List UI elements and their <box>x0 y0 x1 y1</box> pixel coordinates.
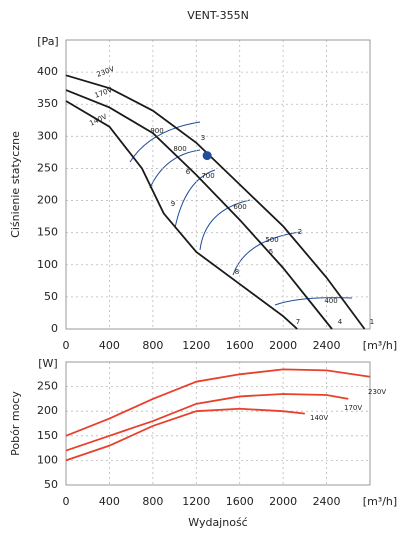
y-tick-label: 250 <box>37 161 58 174</box>
line <box>65 393 349 452</box>
speed-label: 700 <box>201 172 214 180</box>
point-label: 9 <box>171 200 175 208</box>
y-tick-label: 50 <box>44 478 58 491</box>
x-tick-label: 2400 <box>313 339 341 352</box>
series-label: 140V <box>310 414 328 422</box>
y-unit: [Pa] <box>37 35 58 48</box>
x-tick-label: 2000 <box>269 495 297 508</box>
series-label: 140V <box>88 113 108 128</box>
line <box>65 74 366 330</box>
y-tick-label: 200 <box>37 404 58 417</box>
plot-frame <box>65 39 371 330</box>
x-tick-label: 1600 <box>226 495 254 508</box>
y-axis-label: Pobór mocy <box>9 391 22 456</box>
line <box>65 407 305 462</box>
point-label: 3 <box>201 134 205 142</box>
x-tick-label: 400 <box>99 339 120 352</box>
x-tick-label: 2000 <box>269 339 297 352</box>
y-axis-label: Ciśnienie statyczne <box>9 131 22 238</box>
operating-point <box>202 151 212 161</box>
y-tick-label: 300 <box>37 129 58 142</box>
speed-label: 800 <box>173 145 186 153</box>
series-label: 230V <box>96 65 116 79</box>
speed-label: 900 <box>150 127 163 135</box>
y-tick-label: 200 <box>37 194 58 207</box>
plot-frame <box>65 361 371 486</box>
speed-curve <box>274 297 353 306</box>
x-tick-label: 400 <box>99 495 120 508</box>
series-label: 170V <box>94 86 114 100</box>
point-label: 7 <box>296 318 300 326</box>
y-tick-label: 150 <box>37 226 58 239</box>
x-tick-label: 800 <box>142 339 163 352</box>
x-axis-label: Wydajność <box>188 516 247 529</box>
speed-label: 400 <box>324 297 337 305</box>
x-tick-label: 1600 <box>226 339 254 352</box>
speed-label: 500 <box>265 236 278 244</box>
point-label: 6 <box>186 168 191 176</box>
x-unit: [m³/h] <box>363 495 397 508</box>
point-label: 5 <box>269 248 273 256</box>
speed-label: 600 <box>233 203 246 211</box>
y-tick-label: 0 <box>51 322 58 335</box>
x-tick-label: 0 <box>63 495 70 508</box>
x-tick-label: 1200 <box>182 495 210 508</box>
line <box>65 368 371 437</box>
speed-curve <box>199 199 251 251</box>
point-label: 4 <box>338 318 343 326</box>
speed-curve <box>129 121 201 163</box>
y-tick-label: 350 <box>37 97 58 110</box>
y-tick-label: 50 <box>44 290 58 303</box>
y-tick-label: 100 <box>37 453 58 466</box>
y-tick-label: 100 <box>37 258 58 271</box>
series-label: 170V <box>344 404 362 412</box>
line <box>65 89 333 330</box>
point-label: 8 <box>235 268 239 276</box>
y-tick-label: 250 <box>37 380 58 393</box>
speed-curve <box>149 149 201 189</box>
y-unit: [W] <box>38 357 57 370</box>
x-tick-label: 1200 <box>182 339 210 352</box>
y-tick-label: 400 <box>37 65 58 78</box>
x-tick-label: 0 <box>63 339 70 352</box>
x-tick-label: 2400 <box>313 495 341 508</box>
series-label: 230V <box>368 388 386 396</box>
speed-curve <box>174 169 216 229</box>
x-unit: [m³/h] <box>363 339 397 352</box>
chart-title: VENT-355N <box>187 9 249 22</box>
point-label: 1 <box>370 318 374 326</box>
point-label: 2 <box>298 228 302 236</box>
y-tick-label: 150 <box>37 429 58 442</box>
x-tick-label: 800 <box>142 495 163 508</box>
line <box>65 100 298 330</box>
